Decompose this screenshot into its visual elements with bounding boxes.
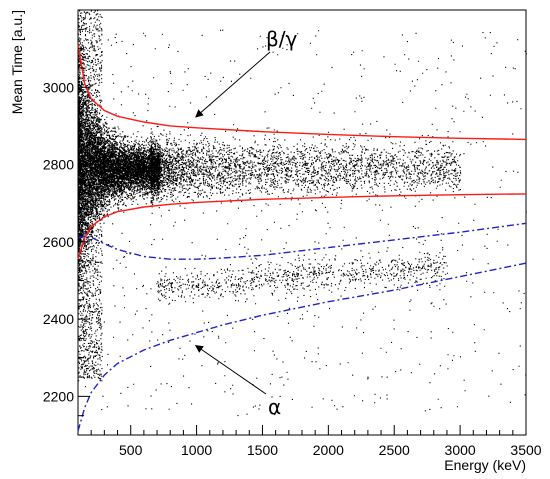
y-tick-label: 2800: [43, 157, 74, 173]
x-axis: 500 1000 1500 2000 2500 3000 3500: [90, 425, 542, 458]
y-tick-label: 2400: [43, 311, 74, 327]
band-curves: [77, 44, 527, 432]
plot-frame: [77, 9, 527, 436]
x-tick-label: 500: [119, 442, 143, 458]
x-tick-label: 3000: [445, 442, 476, 458]
y-tick-label: 2200: [43, 388, 74, 404]
band-curve-1: [77, 44, 527, 141]
alpha-label: α: [268, 395, 281, 419]
scatter-points: [78, 10, 527, 417]
y-axis: 2200 2400 2600 2800 3000: [43, 28, 90, 417]
band-curve-3: [77, 222, 527, 260]
band-curve-2: [77, 193, 527, 260]
x-tick-label: 1500: [247, 442, 278, 458]
x-tick-label: 1000: [181, 442, 212, 458]
y-tick-label: 3000: [43, 79, 74, 95]
beta-gamma-arrow: [195, 51, 271, 118]
alpha-arrow: [194, 345, 267, 395]
beta-gamma-label: β/γ: [266, 27, 298, 51]
x-tick-label: 3500: [510, 442, 541, 458]
scatter-dots: [78, 10, 527, 417]
annotations: β/γ α: [194, 27, 298, 419]
band-curve-4: [77, 262, 527, 432]
x-axis-title: Energy (keV): [444, 457, 526, 473]
y-axis-title: Mean Time [a.u.]: [9, 10, 25, 114]
x-tick-label: 2500: [379, 442, 410, 458]
y-tick-label: 2600: [43, 234, 74, 250]
x-tick-label: 2000: [313, 442, 344, 458]
